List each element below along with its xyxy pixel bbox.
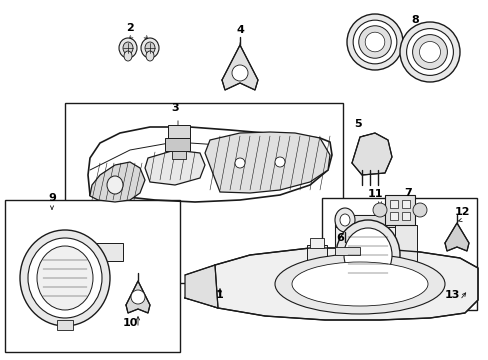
Ellipse shape [124, 51, 132, 61]
Text: 2: 2 [126, 23, 134, 33]
Ellipse shape [28, 238, 102, 318]
Bar [88, 243, 123, 261]
Ellipse shape [412, 35, 447, 69]
Ellipse shape [346, 14, 402, 70]
Ellipse shape [412, 203, 426, 217]
Bar [389, 212, 397, 220]
Text: 5: 5 [353, 119, 361, 129]
Ellipse shape [274, 254, 444, 314]
Bar [401, 212, 409, 220]
Ellipse shape [372, 203, 386, 217]
Ellipse shape [365, 32, 384, 52]
Ellipse shape [343, 228, 391, 282]
Ellipse shape [358, 26, 390, 58]
Text: 11: 11 [366, 189, 382, 199]
Text: 7: 7 [403, 188, 411, 198]
Bar [334, 247, 359, 255]
Polygon shape [126, 281, 150, 313]
Ellipse shape [399, 22, 459, 82]
Ellipse shape [406, 28, 452, 75]
Polygon shape [90, 162, 145, 202]
Ellipse shape [335, 220, 399, 290]
Text: 4: 4 [236, 25, 244, 35]
Bar [57, 320, 73, 330]
Ellipse shape [37, 246, 93, 310]
Bar [306, 245, 326, 267]
Polygon shape [184, 248, 477, 320]
Bar [172, 151, 185, 159]
Bar [389, 200, 397, 208]
Bar [334, 215, 399, 227]
Bar [164, 138, 190, 151]
Bar [309, 238, 324, 248]
Text: 1: 1 [216, 290, 224, 300]
Polygon shape [351, 133, 391, 175]
Bar [321, 198, 476, 310]
Text: 3: 3 [171, 103, 179, 113]
Ellipse shape [291, 262, 427, 306]
Ellipse shape [146, 51, 154, 61]
Bar [334, 215, 399, 300]
Ellipse shape [145, 42, 155, 54]
Bar [401, 200, 409, 208]
Text: 9: 9 [48, 193, 56, 203]
Ellipse shape [20, 230, 110, 326]
Ellipse shape [141, 38, 159, 58]
Bar [334, 288, 399, 300]
Ellipse shape [339, 214, 349, 226]
Ellipse shape [274, 157, 285, 167]
Text: 13: 13 [444, 290, 459, 300]
Polygon shape [222, 45, 258, 90]
Ellipse shape [419, 41, 440, 63]
Ellipse shape [334, 208, 354, 232]
Ellipse shape [119, 38, 137, 58]
Text: 12: 12 [453, 207, 469, 217]
Ellipse shape [123, 42, 133, 54]
Bar [394, 225, 416, 285]
Bar [338, 242, 350, 250]
Polygon shape [145, 150, 204, 185]
Bar [65, 103, 342, 283]
Polygon shape [204, 132, 329, 193]
Ellipse shape [107, 176, 123, 194]
Ellipse shape [131, 290, 145, 304]
Ellipse shape [231, 65, 247, 81]
Polygon shape [444, 223, 468, 251]
Bar [384, 195, 414, 225]
Bar [5, 200, 180, 352]
Text: 10: 10 [122, 318, 138, 328]
Text: 6: 6 [335, 233, 343, 243]
Text: 8: 8 [410, 15, 418, 25]
Bar [168, 125, 190, 138]
Polygon shape [184, 265, 218, 308]
Ellipse shape [352, 20, 396, 64]
Ellipse shape [235, 158, 244, 168]
